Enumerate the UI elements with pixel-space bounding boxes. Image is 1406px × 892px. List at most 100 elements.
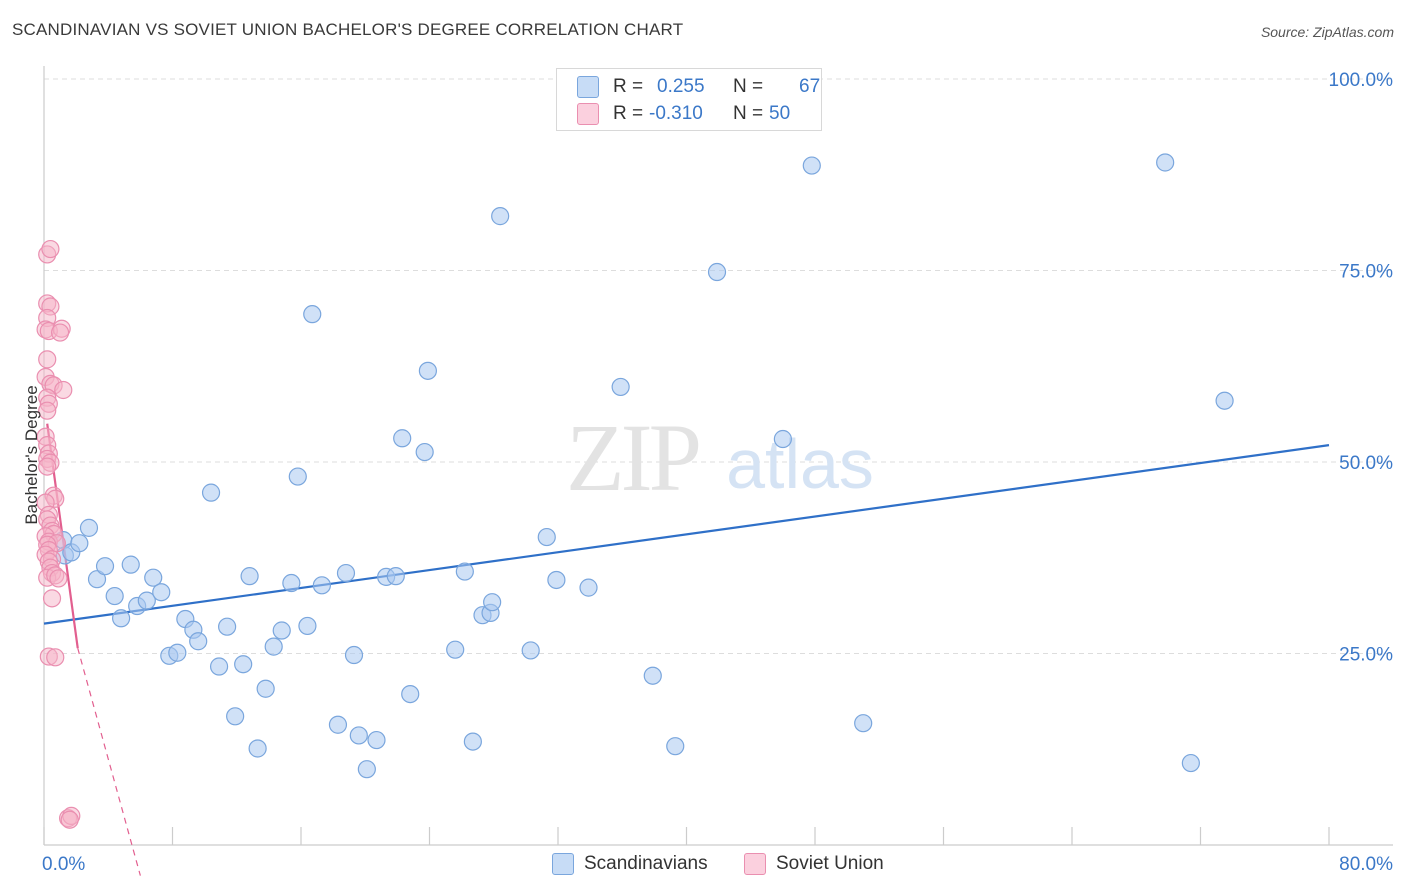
y-tick-label: 50.0% <box>1339 453 1393 474</box>
scandinavians-point <box>1156 153 1175 172</box>
scandinavians-point <box>105 586 124 606</box>
scandinavians-point <box>288 467 307 486</box>
scandinavians-point <box>218 617 237 636</box>
scandinavians-point <box>349 726 368 745</box>
soviet-union-point <box>38 457 57 476</box>
scandinavians-point <box>336 563 356 583</box>
scandinavians-point <box>446 640 465 659</box>
scandinavians-point <box>418 361 437 380</box>
scandinavians-legend-swatch <box>552 853 574 875</box>
scandinavians-point <box>666 737 685 756</box>
scandinavians-point <box>95 557 115 576</box>
legend-item-soviet-union[interactable]: Soviet Union <box>744 852 884 876</box>
scandinavians-point <box>256 679 275 698</box>
n-label: N = <box>733 103 764 124</box>
scandinavians-point <box>854 714 873 733</box>
scandinavians-point <box>240 567 259 586</box>
scandinavians-point <box>111 609 131 628</box>
soviet-union-point <box>49 569 68 588</box>
scandinavians-point <box>226 707 245 726</box>
scandinavians-point <box>201 483 221 502</box>
scandinavians-point <box>144 568 163 587</box>
soviet-union-point <box>46 648 65 667</box>
soviet-union-legend-swatch <box>744 853 766 875</box>
scandinavians-point <box>87 570 107 589</box>
scandinavians-point <box>521 641 540 660</box>
scandinavians-point <box>79 518 99 537</box>
scandinavians-point <box>121 555 140 574</box>
scandinavians-point <box>773 429 792 449</box>
y-tick-label: 100.0% <box>1329 70 1394 91</box>
soviet-union-point <box>42 589 62 608</box>
r-label: R = <box>613 103 644 124</box>
scandinavians-point <box>386 567 405 586</box>
scandinavians-point <box>401 684 420 704</box>
n-value: 67 <box>799 76 821 97</box>
r-value: -0.310 <box>649 103 703 124</box>
soviet-union-point <box>38 350 57 369</box>
scandinavians-point <box>1181 753 1200 773</box>
soviet-union-trend-extension <box>77 647 141 876</box>
n-value: 50 <box>769 103 791 124</box>
scandinavians-point <box>303 305 322 324</box>
x-tick-label: 80.0% <box>1339 854 1393 875</box>
scandinavians-point <box>415 442 434 462</box>
scandinavians-point <box>357 760 376 779</box>
scandinavians-point <box>209 657 229 676</box>
scandinavians-point <box>463 732 482 751</box>
scandinavians-point <box>611 377 630 397</box>
scandinavians-point <box>455 562 474 581</box>
soviet-union-point <box>38 401 57 420</box>
scandinavians-point <box>547 570 566 590</box>
r-value: 0.255 <box>657 76 705 97</box>
scandinavians-point <box>579 578 598 597</box>
soviet-union-point <box>60 810 79 829</box>
chart-title: SCANDINAVIAN VS SOVIET UNION BACHELOR'S … <box>12 20 684 39</box>
scandinavians-point <box>234 655 253 674</box>
watermark-atlas: atlas <box>726 425 874 503</box>
watermark-zip: ZIP <box>566 404 699 511</box>
scandinavians-point <box>367 730 386 750</box>
scandinavians-point <box>168 643 187 662</box>
scandinavians-swatch <box>577 76 599 98</box>
soviet-union-point <box>54 380 73 400</box>
axes <box>43 66 1393 846</box>
scandinavians-point <box>483 593 502 612</box>
legend-item-scandinavians[interactable]: Scandinavians <box>552 852 708 876</box>
scandinavians-point <box>189 632 208 651</box>
grid-lines <box>44 78 1393 654</box>
scandinavians-point <box>272 621 291 640</box>
scandinavians-point <box>282 573 301 593</box>
y-tick-labels: 25.0% 50.0% 75.0% 100.0% <box>1329 70 1394 666</box>
scandinavians-trend-line <box>43 444 1330 625</box>
soviet-union-legend-label: Soviet Union <box>776 853 884 874</box>
scandinavians-point <box>328 715 348 734</box>
y-tick-label: 25.0% <box>1339 645 1393 666</box>
soviet-union-point <box>41 239 60 259</box>
scandinavians-point <box>802 156 821 175</box>
scandinavians-point <box>152 583 171 602</box>
soviet-union-point <box>50 323 70 342</box>
soviet-union-swatch <box>577 103 599 125</box>
scandinavians-point <box>137 591 156 610</box>
data-points <box>36 153 1234 829</box>
x-tick-label: 0.0% <box>42 854 85 875</box>
scandinavians-legend-label: Scandinavians <box>584 853 708 874</box>
r-label: R = <box>613 76 644 97</box>
scandinavians-point <box>312 576 331 595</box>
y-tick-label: 75.0% <box>1339 262 1393 283</box>
scandinavians-point <box>491 207 510 226</box>
scandinavians-point <box>344 645 364 665</box>
x-tick-labels: 0.0% 80.0% <box>42 854 1393 875</box>
scandinavians-point <box>264 637 283 656</box>
scandinavians-point <box>537 527 556 547</box>
scandinavians-point <box>298 616 317 636</box>
scandinavians-point <box>1215 391 1234 410</box>
y-axis-label: Bachelor's Degree <box>22 385 41 525</box>
n-label: N = <box>733 76 764 97</box>
scandinavians-point <box>70 534 89 553</box>
scandinavians-point <box>248 739 267 758</box>
source-label: Source: ZipAtlas.com <box>1260 24 1394 40</box>
scandinavians-point <box>393 429 412 448</box>
